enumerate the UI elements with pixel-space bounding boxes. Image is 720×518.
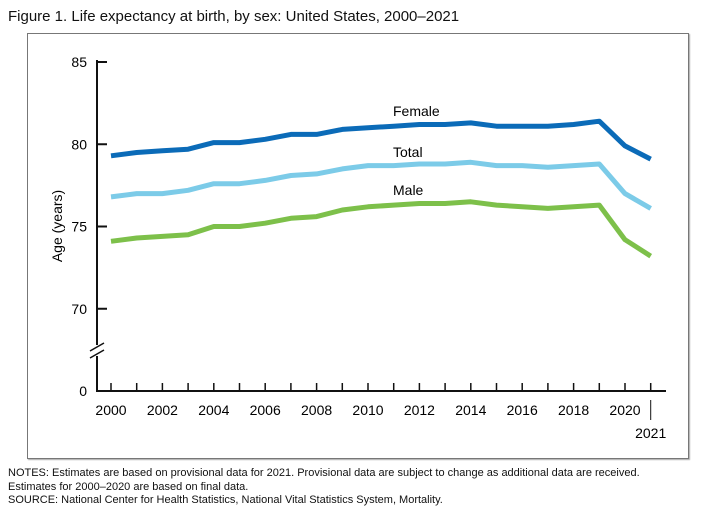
series-label-total: Total: [393, 144, 423, 160]
x-tick-label: 2008: [301, 402, 332, 418]
series-line-total: [110, 159, 652, 211]
series-label-male: Male: [393, 182, 424, 198]
y-tick-label: 0: [79, 383, 87, 399]
x-tick-label: 2010: [352, 402, 383, 418]
x-tick-label: 2004: [198, 402, 229, 418]
series-label-female: Female: [393, 103, 440, 119]
y-tick-label: 70: [71, 301, 87, 317]
x-tick-label: 2000: [95, 402, 126, 418]
series-line-male: [110, 199, 653, 259]
source-line: SOURCE: National Center for Health Stati…: [8, 494, 443, 506]
x-tick-label: 2018: [558, 402, 589, 418]
y-axis-label: Age (years): [49, 190, 65, 262]
y-tick-label: 75: [71, 219, 87, 235]
x-tick-label: 2021: [635, 425, 666, 441]
axis-break-icon: [89, 342, 105, 359]
x-tick-label: 2020: [609, 402, 640, 418]
chart-frame: [27, 33, 689, 459]
y-tick-label: 80: [71, 136, 87, 152]
notes: NOTES: Estimates are based on provisiona…: [8, 467, 640, 508]
x-tick-label: 2012: [404, 402, 435, 418]
x-tick-label: 2006: [250, 402, 281, 418]
notes-line: NOTES: Estimates are based on provisiona…: [8, 467, 640, 479]
x-tick-label: 2002: [147, 402, 178, 418]
figure-title: Figure 1. Life expectancy at birth, by s…: [8, 8, 460, 25]
x-tick-label: 2014: [455, 402, 486, 418]
series-line-female: [110, 118, 652, 162]
notes-line: Estimates for 2000–2020 are based on fin…: [8, 480, 249, 493]
x-tick-label: 2016: [507, 402, 538, 418]
y-tick-label: 85: [71, 54, 87, 70]
